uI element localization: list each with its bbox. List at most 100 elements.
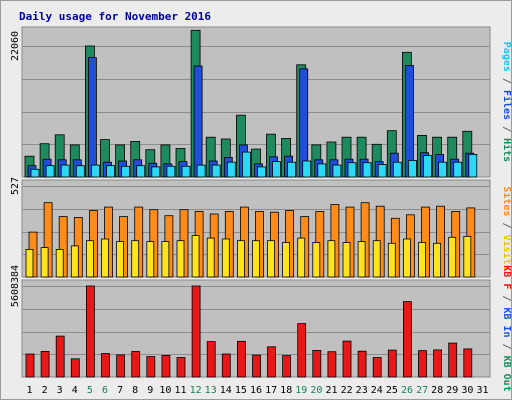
panel-top: 22060 Pages / Files / Hits (10, 26, 512, 178)
bar-top-pages-day-27 (423, 155, 432, 178)
bar-bottom-kb-f-day-9 (146, 356, 156, 378)
x-tick-day-31: 31 (476, 385, 488, 396)
bar-top-pages-day-19 (302, 160, 312, 178)
x-tick-day-9: 9 (147, 385, 153, 396)
bar-bottom-kb-f-day-15 (236, 340, 246, 378)
bar-bottom-kb-f-day-3 (55, 335, 65, 378)
panel-top-legend: Pages / Files / Hits (501, 42, 512, 162)
bar-middle-sites-day-5 (86, 240, 94, 278)
bar-middle-sites-day-17 (267, 240, 275, 278)
bar-bottom-kb-f-day-7 (116, 354, 125, 378)
bar-middle-sites-day-21 (327, 240, 336, 278)
legend-part-4: KB Out (501, 356, 512, 392)
bar-top-pages-day-11 (181, 165, 191, 178)
legend-part-2: KB In (501, 307, 512, 337)
legend-part-0: Sites (501, 186, 512, 216)
bar-middle-sites-day-10 (161, 241, 170, 278)
panel-bottom-legend: KB F / KB In / KB Out (501, 265, 512, 391)
bar-middle-sites-day-23 (357, 241, 366, 278)
bar-bottom-kb-f-day-22 (342, 340, 352, 378)
bar-bottom-kb-f-day-11 (176, 357, 186, 378)
bar-top-pages-day-18 (287, 161, 297, 178)
legend-part-1: / (501, 72, 512, 90)
bar-top-pages-day-23 (362, 162, 372, 178)
bar-middle-sites-day-7 (116, 241, 124, 278)
x-tick-day-24: 24 (371, 385, 383, 396)
x-tick-day-10: 10 (159, 385, 171, 396)
x-tick-day-11: 11 (174, 385, 186, 396)
bar-middle-sites-day-27 (418, 242, 426, 278)
bar-middle-sites-day-2 (40, 247, 49, 278)
bar-bottom-kb-f-day-6 (101, 353, 110, 378)
bar-top-pages-day-15 (241, 151, 251, 178)
bar-top-pages-day-6 (106, 165, 115, 178)
bar-top-pages-day-4 (75, 165, 85, 178)
bar-middle-sites-day-26 (402, 238, 411, 278)
bar-middle-sites-day-22 (342, 242, 351, 278)
bar-bottom-kb-f-day-8 (131, 351, 141, 378)
chart-panels: 22060 Pages / Files / Hits 527 Sites / Visi… (10, 26, 512, 392)
x-tick-day-15: 15 (235, 385, 247, 396)
x-tick-day-13: 13 (205, 385, 217, 396)
bar-top-pages-day-12 (196, 164, 206, 178)
x-tick-day-4: 4 (72, 385, 78, 396)
x-tick-day-20: 20 (310, 385, 322, 396)
x-tick-day-1: 1 (26, 385, 32, 396)
panel-middle: 527 Sites / Visits (10, 177, 512, 278)
bar-middle-sites-day-1 (25, 248, 34, 278)
bar-top-pages-day-16 (257, 166, 266, 178)
bar-top-pages-day-13 (211, 164, 221, 178)
bar-middle-sites-day-3 (55, 248, 64, 278)
bar-middle-sites-day-24 (372, 240, 381, 278)
bar-middle-sites-day-29 (448, 236, 457, 278)
x-tick-day-28: 28 (431, 385, 443, 396)
bar-top-pages-day-14 (226, 161, 236, 178)
x-tick-day-14: 14 (220, 385, 232, 396)
bar-bottom-kb-f-day-25 (387, 349, 397, 378)
bar-middle-sites-day-13 (206, 237, 215, 278)
x-tick-day-30: 30 (461, 385, 473, 396)
bar-middle-sites-day-16 (252, 240, 260, 278)
bar-bottom-kb-f-day-5 (86, 285, 95, 378)
bar-middle-sites-day-6 (101, 238, 109, 278)
x-tick-day-16: 16 (250, 385, 262, 396)
x-tick-day-2: 2 (42, 385, 48, 396)
bar-bottom-kb-f-day-23 (357, 350, 367, 378)
x-tick-day-17: 17 (265, 385, 277, 396)
bar-middle-sites-day-12 (191, 235, 200, 278)
x-tick-day-5: 5 (87, 385, 93, 396)
bar-bottom-kb-f-day-18 (282, 355, 292, 378)
bar-top-files-day-5 (88, 57, 97, 178)
x-tick-day-22: 22 (341, 385, 353, 396)
bar-bottom-kb-f-day-12 (191, 285, 201, 378)
bar-bottom-kb-f-day-27 (418, 350, 427, 378)
panel-middle-max-label: 527 (10, 177, 21, 195)
x-tick-day-19: 19 (295, 385, 307, 396)
bar-bottom-kb-f-day-4 (70, 358, 80, 378)
bar-bottom-kb-f-day-21 (327, 351, 337, 378)
x-tick-day-8: 8 (132, 385, 138, 396)
bar-bottom-kb-f-day-29 (448, 342, 458, 378)
bar-bottom-kb-f-day-14 (221, 353, 231, 378)
bar-top-pages-day-8 (136, 165, 146, 178)
bar-top-pages-day-3 (60, 164, 70, 178)
bar-top-pages-day-7 (121, 165, 130, 178)
bar-middle-sites-day-8 (131, 240, 140, 278)
x-tick-day-23: 23 (356, 385, 368, 396)
x-tick-day-12: 12 (190, 385, 202, 396)
bar-top-pages-day-22 (347, 162, 357, 178)
bar-top-pages-day-26 (407, 159, 417, 178)
bar-bottom-kb-f-day-20 (312, 349, 322, 378)
bar-top-pages-day-29 (453, 161, 463, 178)
x-tick-day-26: 26 (401, 385, 413, 396)
bar-bottom-kb-f-day-13 (206, 341, 216, 378)
bar-top-pages-day-2 (45, 165, 55, 178)
bar-bottom-kb-f-day-26 (402, 301, 412, 378)
x-tick-day-21: 21 (325, 385, 337, 396)
legend-part-1: / (501, 289, 512, 307)
bar-top-pages-day-9 (151, 166, 161, 178)
bar-middle-sites-day-4 (70, 245, 79, 278)
legend-part-2: Files (501, 90, 512, 120)
bar-bottom-kb-f-day-19 (297, 323, 307, 378)
